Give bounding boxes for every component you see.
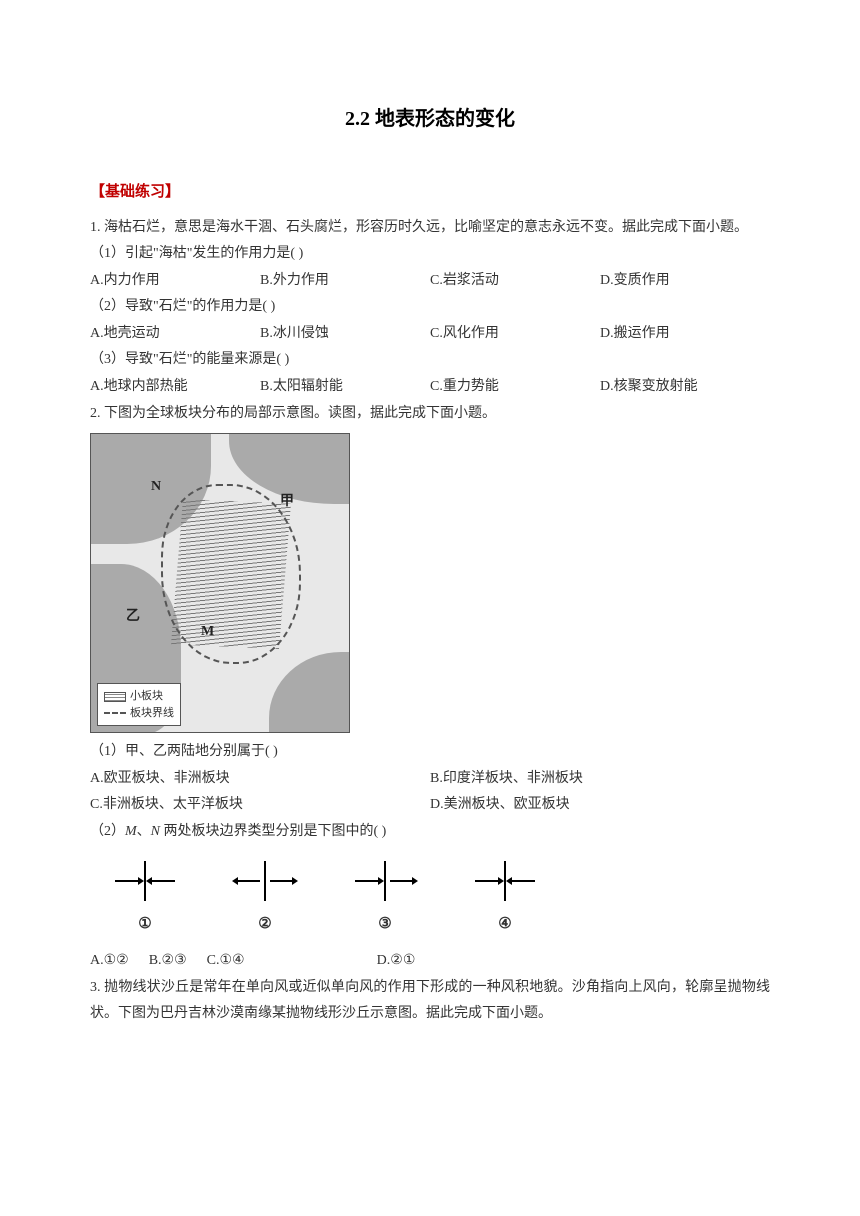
map-label-yi: 乙 (126, 604, 140, 631)
q2-1-opt-c: C.非洲板块、太平洋板块 (90, 792, 430, 819)
arrow-group-4: ④ (470, 856, 540, 939)
legend-hatch-label: 小板块 (130, 688, 163, 705)
q1-3-opt-a: A.地球内部热能 (90, 374, 260, 401)
arrow-group-2: ② (230, 856, 300, 939)
q1-1-stem: （1）引起"海枯"发生的作用力是( ) (90, 241, 770, 268)
legend-dash-label: 板块界线 (130, 705, 174, 722)
q2-1-opt-b: B.印度洋板块、非洲板块 (430, 766, 770, 793)
q1-3-opt-b: B.太阳辐射能 (260, 374, 430, 401)
q1-3-options: A.地球内部热能 B.太阳辐射能 C.重力势能 D.核聚变放射能 (90, 374, 770, 401)
q2-1-opt-d: D.美洲板块、欧亚板块 (430, 792, 770, 819)
arrow-group-1: ① (110, 856, 180, 939)
q1-intro: 1. 海枯石烂，意思是海水干涸、石头腐烂，形容历时久远，比喻坚定的意志永远不变。… (90, 215, 770, 242)
arrow-diverge-icon (230, 856, 300, 906)
q1-2-opt-b: B.冰川侵蚀 (260, 321, 430, 348)
q2-2-m: M (125, 824, 137, 839)
q2-2-opt-b: B.②③ (149, 948, 187, 975)
section-header: 【基础练习】 (90, 178, 770, 207)
q1-1-opt-c: C.岩浆活动 (430, 268, 600, 295)
q1-2-options: A.地壳运动 B.冰川侵蚀 C.风化作用 D.搬运作用 (90, 321, 770, 348)
q3-intro: 3. 抛物线状沙丘是常年在单向风或近似单向风的作用下形成的一种风积地貌。沙角指向… (90, 975, 770, 1028)
q2-2-opt-c: C.①④ (207, 948, 377, 975)
q2-2-mid: 、 (137, 824, 151, 839)
arrow-label-3: ③ (378, 910, 391, 939)
q2-2-stem: （2）M、N 两处板块边界类型分别是下图中的( ) (90, 819, 770, 846)
q2-2-opt-d: D.②① (377, 948, 547, 975)
q1-3-stem: （3）导致"石烂"的能量来源是( ) (90, 347, 770, 374)
arrow-right-pair-icon (350, 856, 420, 906)
q2-2-post: 两处板块边界类型分别是下图中的( ) (160, 824, 386, 839)
q1-2-opt-d: D.搬运作用 (600, 321, 770, 348)
q1-3-opt-c: C.重力势能 (430, 374, 600, 401)
map-label-m: M (201, 619, 214, 646)
map-label-jia: 甲 (280, 489, 294, 516)
q2-2-n: N (151, 824, 160, 839)
q2-1-opt-a: A.欧亚板块、非洲板块 (90, 766, 430, 793)
plate-map-figure: N 甲 乙 M 小板块 板块界线 (90, 433, 350, 733)
q1-1-opt-d: D.变质作用 (600, 268, 770, 295)
q2-2-options: A.①② B.②③ C.①④ D.②① (90, 948, 770, 975)
legend-dash-icon (104, 712, 126, 714)
q1-2-stem: （2）导致"石烂"的作用力是( ) (90, 294, 770, 321)
q2-2-pre: （2） (90, 824, 125, 839)
q2-1-stem: （1）甲、乙两陆地分别属于( ) (90, 739, 770, 766)
boundary-arrows-figure: ① ② ③ ④ (90, 846, 770, 949)
legend-hatch-icon (104, 692, 126, 702)
q1-1-opt-b: B.外力作用 (260, 268, 430, 295)
map-label-n: N (151, 474, 161, 501)
q1-1-opt-a: A.内力作用 (90, 268, 260, 295)
arrow-converge-icon (110, 856, 180, 906)
arrow-label-4: ④ (498, 910, 511, 939)
arrow-label-2: ② (258, 910, 271, 939)
q1-2-opt-c: C.风化作用 (430, 321, 600, 348)
q2-2-opt-a: A.①② (90, 948, 129, 975)
arrow-group-3: ③ (350, 856, 420, 939)
arrow-label-1: ① (138, 910, 151, 939)
q2-1-options: A.欧亚板块、非洲板块 B.印度洋板块、非洲板块 C.非洲板块、太平洋板块 D.… (90, 766, 770, 819)
q1-3-opt-d: D.核聚变放射能 (600, 374, 770, 401)
page-title: 2.2 地表形态的变化 (90, 100, 770, 138)
q1-1-options: A.内力作用 B.外力作用 C.岩浆活动 D.变质作用 (90, 268, 770, 295)
arrow-converge-icon (470, 856, 540, 906)
q2-intro: 2. 下图为全球板块分布的局部示意图。读图，据此完成下面小题。 (90, 401, 770, 428)
q1-2-opt-a: A.地壳运动 (90, 321, 260, 348)
map-legend: 小板块 板块界线 (97, 683, 181, 726)
